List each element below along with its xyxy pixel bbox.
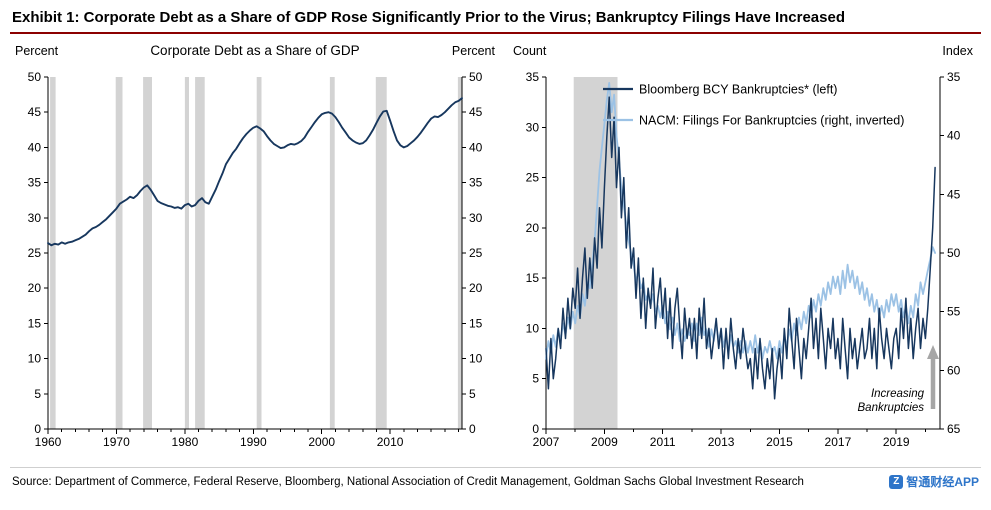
recession-band (115, 77, 123, 429)
x-tick-label: 2000 (308, 435, 335, 449)
annotation-text: Bankruptcies (858, 402, 925, 414)
y-tick-label: 20 (28, 281, 42, 295)
y-tick-label: 5 (469, 387, 476, 401)
y-tick-label: 40 (469, 140, 483, 154)
y-tick-label: 50 (28, 70, 42, 84)
y-tick-label: 45 (28, 105, 42, 119)
watermark-text: 智通财经APP (906, 475, 979, 489)
x-tick-label: 1980 (172, 435, 199, 449)
y-tick-label: 45 (469, 105, 483, 119)
y-tick-label: 0 (469, 422, 476, 436)
y-tick-label: 35 (947, 70, 961, 84)
recession-band (256, 77, 262, 429)
x-tick-label: 2009 (591, 435, 618, 449)
svg-text:NACM: Filings For Bankruptcies: NACM: Filings For Bankruptcies (right, i… (639, 114, 904, 128)
legend-item: Bloomberg BCY Bankruptcies* (left) (603, 83, 837, 97)
y-tick-label: 0 (532, 422, 539, 436)
y-tick-label: 45 (947, 187, 961, 201)
y-tick-label: 30 (526, 120, 540, 134)
exhibit-title: Exhibit 1: Corporate Debt as a Share of … (12, 9, 845, 26)
unit-label-right: Index (942, 44, 973, 58)
title-rule (10, 32, 981, 34)
y-tick-label: 10 (526, 321, 540, 335)
y-tick-label: 25 (526, 171, 540, 185)
series-line (545, 96, 936, 400)
y-tick-label: 15 (526, 271, 540, 285)
chart-corporate-debt-gdp: 0 5 10 15 20 25 30 35 40 45 50 0 5 10 15 20 25 30 35 40 45 50… (15, 43, 496, 449)
series-line (545, 82, 936, 360)
x-tick-label: 2015 (766, 435, 793, 449)
y-tick-label: 15 (28, 316, 42, 330)
y-tick-label: 5 (532, 372, 539, 386)
recession-band (184, 77, 189, 429)
x-tick-label: 1960 (35, 435, 62, 449)
recession-band (329, 77, 335, 429)
recession-band (375, 77, 387, 429)
charts-row: 0 5 10 15 20 25 30 35 40 45 50 0 5 10 15 20 25 30 35 40 45 50… (10, 37, 981, 462)
x-tick-label: 2017 (825, 435, 852, 449)
y-tick-label: 50 (947, 246, 961, 260)
watermark-logo-icon: Z (889, 474, 904, 489)
unit-label-right: Percent (452, 44, 496, 58)
x-tick-label: 2011 (650, 435, 676, 449)
exhibit-page: Exhibit 1: Corporate Debt as a Share of … (10, 7, 981, 490)
watermark: Z 智通财经APP (889, 473, 979, 490)
legend-item: NACM: Filings For Bankruptcies (right, i… (603, 114, 904, 128)
y-tick-label: 25 (469, 246, 483, 260)
y-tick-label: 0 (34, 422, 41, 436)
y-tick-label: 10 (28, 352, 42, 366)
annotation-text: Increasing (871, 388, 925, 400)
exhibit-footer: Source: Department of Commerce, Federal … (10, 467, 981, 490)
chart-bankruptcies: 0 5 10 15 20 25 30 35 35 40 45 50 55 60 65 2007 2009 2011… (513, 44, 974, 449)
recession-band (195, 77, 205, 429)
y-tick-label: 55 (947, 305, 961, 319)
y-tick-label: 40 (947, 129, 961, 143)
y-tick-label: 35 (28, 176, 42, 190)
x-tick-label: 1990 (240, 435, 267, 449)
unit-label-left: Percent (15, 44, 59, 58)
y-tick-label: 35 (526, 70, 540, 84)
y-tick-label: 25 (28, 246, 42, 260)
x-tick-label: 2007 (533, 435, 560, 449)
unit-label-left: Count (513, 44, 547, 58)
increase-arrow-icon (927, 345, 939, 409)
y-tick-label: 35 (469, 176, 483, 190)
x-tick-label: 2019 (883, 435, 910, 449)
recession-band (50, 77, 56, 429)
svg-text:Bloomberg BCY Bankruptcies* (l: Bloomberg BCY Bankruptcies* (left) (639, 83, 837, 97)
y-tick-label: 60 (947, 363, 961, 377)
y-tick-label: 15 (469, 316, 483, 330)
x-tick-label: 1970 (103, 435, 130, 449)
exhibit-header: Exhibit 1: Corporate Debt as a Share of … (10, 7, 981, 34)
chart-title: Corporate Debt as a Share of GDP (150, 43, 359, 58)
y-tick-label: 30 (28, 211, 42, 225)
y-tick-label: 10 (469, 352, 483, 366)
y-tick-label: 20 (469, 281, 483, 295)
recession-band (457, 77, 462, 429)
y-tick-label: 65 (947, 422, 961, 436)
x-tick-label: 2013 (708, 435, 735, 449)
y-tick-label: 5 (34, 387, 41, 401)
y-tick-label: 50 (469, 70, 483, 84)
recession-band (143, 77, 152, 429)
x-tick-label: 2010 (377, 435, 404, 449)
y-tick-label: 30 (469, 211, 483, 225)
series-line (47, 97, 463, 247)
y-tick-label: 20 (526, 221, 540, 235)
source-note: Source: Department of Commerce, Federal … (12, 475, 804, 488)
y-tick-label: 40 (28, 140, 42, 154)
